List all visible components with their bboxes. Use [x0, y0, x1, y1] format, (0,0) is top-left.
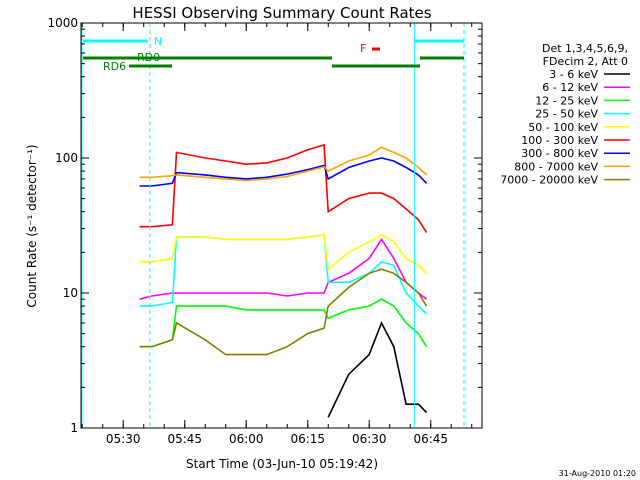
- y-tick-label: 1: [70, 421, 78, 435]
- series-layer: [139, 143, 428, 418]
- x-tick-label: 06:15: [290, 432, 325, 446]
- y-tick-label: 1000: [47, 16, 78, 30]
- footer-date: 31-Aug-2010 01:20: [559, 469, 636, 478]
- y-axis-label: Count Rate (s⁻¹ detector⁻¹): [25, 144, 39, 307]
- series-line: [139, 157, 428, 187]
- series-line: [139, 268, 428, 356]
- legend-entry-label: 800 - 7000 keV: [514, 160, 598, 173]
- legend-entry-label: 6 - 12 keV: [542, 81, 598, 94]
- x-tick-label: 05:30: [106, 432, 141, 446]
- x-tick-label: 06:00: [229, 432, 264, 446]
- y-tick-label: 10: [63, 286, 78, 300]
- x-axis-label: Start Time (03-Jun-10 05:19:42): [186, 457, 378, 471]
- y-ticks: 1 10 100 1000: [47, 16, 482, 435]
- plot-frame: [80, 22, 483, 429]
- series-line: [139, 233, 428, 315]
- series-line: [139, 298, 428, 348]
- series-line: [139, 233, 428, 274]
- legend-entry-label: 7000 - 20000 keV: [500, 174, 598, 187]
- legend-entry-label: 300 - 800 keV: [521, 147, 598, 160]
- series-line: [139, 146, 428, 182]
- annotation-layer: N F RD0 RD6: [81, 23, 465, 428]
- night-label: N: [154, 35, 162, 48]
- legend-entry-label: 100 - 300 keV: [521, 134, 598, 147]
- y-tick-label: 100: [55, 151, 78, 165]
- legend-entry-label: 50 - 100 keV: [528, 121, 598, 134]
- flare-label: F: [360, 42, 366, 55]
- legend-entry-label: 3 - 6 keV: [549, 68, 598, 81]
- legend-header: Det 1,3,4,5,6,9,: [542, 42, 628, 55]
- x-tick-label: 06:30: [352, 432, 387, 446]
- saa-label-rd6: RD6: [103, 60, 126, 73]
- x-tick-label: 06:45: [413, 432, 448, 446]
- legend-entry-label: 25 - 50 keV: [535, 108, 598, 121]
- saa-label-rd0: RD0: [137, 51, 160, 64]
- series-line: [327, 320, 428, 418]
- chart-title: HESSI Observing Summary Count Rates: [132, 4, 431, 22]
- series-line: [139, 143, 428, 234]
- legend: Det 1,3,4,5,6,9,FDecim 2, Att 03 - 6 keV…: [500, 42, 630, 187]
- legend-entry-label: 12 - 25 keV: [535, 94, 598, 107]
- legend-header: FDecim 2, Att 0: [543, 55, 628, 68]
- x-tick-label: 05:45: [167, 432, 202, 446]
- series-line: [139, 237, 428, 300]
- x-ticks: 05:30 05:45 06:00 06:15 06:30 06:45: [81, 23, 473, 446]
